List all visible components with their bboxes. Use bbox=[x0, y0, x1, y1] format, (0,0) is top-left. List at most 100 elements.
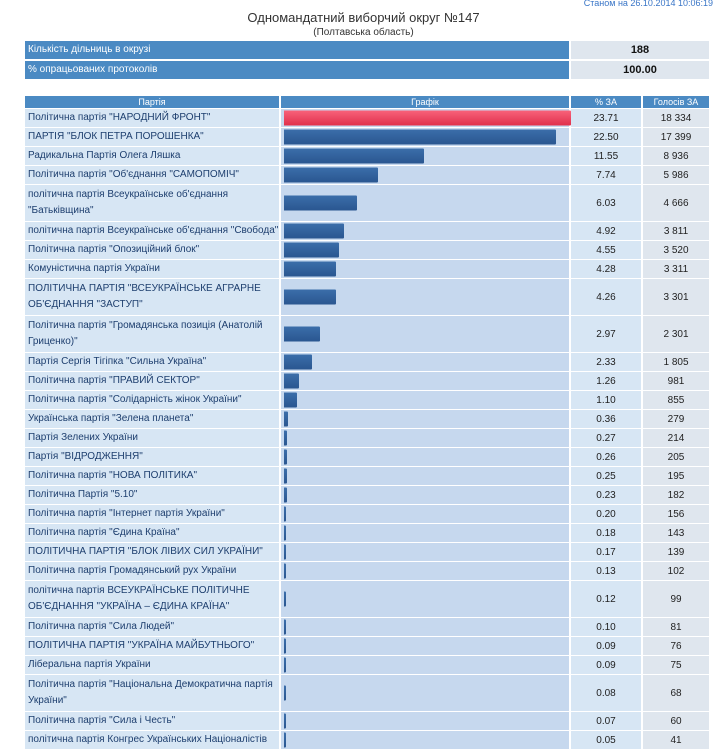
party-name: політична партія ВСЕУКРАЇНСЬКЕ ПОЛІТИЧНЕ… bbox=[25, 581, 279, 617]
percent-value: 0.10 bbox=[569, 618, 641, 636]
percent-value: 0.17 bbox=[569, 543, 641, 561]
party-name: Політична Партія "5.10" bbox=[25, 486, 279, 504]
percent-value: 0.12 bbox=[569, 581, 641, 617]
bar bbox=[284, 110, 571, 126]
percent-value: 0.23 bbox=[569, 486, 641, 504]
stat-stations-label: Кількість дільниць в окрузі bbox=[25, 41, 569, 59]
bar-cell bbox=[279, 637, 569, 655]
votes-value: 18 334 bbox=[641, 109, 709, 127]
table-row: Політична партія "НОВА ПОЛІТИКА" 0.25 195 bbox=[25, 467, 709, 485]
results-header-row: Партія Графік % ЗА Голосів ЗА bbox=[25, 96, 709, 108]
votes-value: 855 bbox=[641, 391, 709, 409]
table-row: політична партія Всеукраїнське об'єднанн… bbox=[25, 185, 709, 221]
stat-protocols-label: % опрацьованих протоколів bbox=[25, 61, 569, 79]
votes-value: 76 bbox=[641, 637, 709, 655]
bar bbox=[284, 563, 286, 579]
bar bbox=[284, 195, 357, 211]
bar-cell bbox=[279, 486, 569, 504]
table-row: Українська партія "Зелена планета" 0.36 27… bbox=[25, 410, 709, 428]
table-row: Радикальна Партія Олега Ляшка 11.55 8 936 bbox=[25, 147, 709, 165]
bar bbox=[284, 506, 287, 522]
party-name: Політична партія "Інтернет партія Україн… bbox=[25, 505, 279, 523]
bar-cell bbox=[279, 353, 569, 371]
bar bbox=[284, 713, 286, 729]
percent-value: 0.09 bbox=[569, 637, 641, 655]
party-name: Українська партія "Зелена планета" bbox=[25, 410, 279, 428]
table-row: Політична партія "Солідарність жінок Укр… bbox=[25, 391, 709, 409]
bar-cell bbox=[279, 372, 569, 390]
votes-value: 2 301 bbox=[641, 316, 709, 352]
votes-value: 3 311 bbox=[641, 260, 709, 278]
bar bbox=[284, 326, 320, 342]
stat-protocols-value: 100.00 bbox=[571, 61, 709, 79]
table-row: Політична партія "Єдина Країна" 0.18 143 bbox=[25, 524, 709, 542]
stat-stations-value: 188 bbox=[571, 41, 709, 59]
percent-value: 0.13 bbox=[569, 562, 641, 580]
bar-cell bbox=[279, 147, 569, 165]
table-row: Політична партія "Інтернет партія Україн… bbox=[25, 505, 709, 523]
table-row: Політична партія Громадянський рух Украї… bbox=[25, 562, 709, 580]
table-row: Комуністична партія України 4.28 3 311 bbox=[25, 260, 709, 278]
bar-cell bbox=[279, 524, 569, 542]
votes-value: 17 399 bbox=[641, 128, 709, 146]
percent-value: 11.55 bbox=[569, 147, 641, 165]
party-name: політична партія Конгрес Українських Нац… bbox=[25, 731, 279, 749]
percent-value: 0.25 bbox=[569, 467, 641, 485]
header-graph: Графік bbox=[279, 96, 569, 108]
votes-value: 3 520 bbox=[641, 241, 709, 259]
party-name: Політична партія "Солідарність жінок Укр… bbox=[25, 391, 279, 409]
bar bbox=[284, 223, 344, 239]
bar bbox=[284, 591, 286, 607]
votes-value: 8 936 bbox=[641, 147, 709, 165]
party-name: Політична партія "НОВА ПОЛІТИКА" bbox=[25, 467, 279, 485]
table-row: Партія Зелених України 0.27 214 bbox=[25, 429, 709, 447]
votes-value: 139 bbox=[641, 543, 709, 561]
bar-cell bbox=[279, 410, 569, 428]
bar-cell bbox=[279, 675, 569, 711]
bar bbox=[284, 261, 336, 277]
votes-value: 4 666 bbox=[641, 185, 709, 221]
bar-cell bbox=[279, 448, 569, 466]
table-row: Політична партія "НАРОДНИЙ ФРОНТ" 23.71 18… bbox=[25, 109, 709, 127]
percent-value: 0.05 bbox=[569, 731, 641, 749]
party-name: ПОЛІТИЧНА ПАРТІЯ "ВСЕУКРАЇНСЬКЕ АГРАРНЕ … bbox=[25, 279, 279, 315]
bar bbox=[284, 289, 336, 305]
party-name: ПОЛІТИЧНА ПАРТІЯ "БЛОК ЛІВИХ СИЛ УКРАЇНИ… bbox=[25, 543, 279, 561]
percent-value: 4.92 bbox=[569, 222, 641, 240]
results-table: Партія Графік % ЗА Голосів ЗА Політична … bbox=[25, 95, 709, 750]
percent-value: 4.55 bbox=[569, 241, 641, 259]
bar bbox=[284, 242, 340, 258]
percent-value: 0.27 bbox=[569, 429, 641, 447]
bar bbox=[284, 525, 287, 541]
table-row: ПОЛІТИЧНА ПАРТІЯ "ВСЕУКРАЇНСЬКЕ АГРАРНЕ … bbox=[25, 279, 709, 315]
party-name: політична партія Всеукраїнське об'єднанн… bbox=[25, 222, 279, 240]
party-name: Політична партія "Об'єднання "САМОПОМІЧ" bbox=[25, 166, 279, 184]
percent-value: 2.33 bbox=[569, 353, 641, 371]
party-name: Політична партія "Сила і Честь" bbox=[25, 712, 279, 730]
party-name: Політична партія "Громадянська позиція (… bbox=[25, 316, 279, 352]
bar bbox=[284, 354, 313, 370]
votes-value: 156 bbox=[641, 505, 709, 523]
votes-value: 68 bbox=[641, 675, 709, 711]
bar-cell bbox=[279, 656, 569, 674]
bar bbox=[284, 468, 288, 484]
table-row: Ліберальна партія України 0.09 75 bbox=[25, 656, 709, 674]
percent-value: 4.28 bbox=[569, 260, 641, 278]
header-party: Партія bbox=[25, 96, 279, 108]
table-row: Політична партія "Опозиційний блок" 4.55 3… bbox=[25, 241, 709, 259]
votes-value: 102 bbox=[641, 562, 709, 580]
percent-value: 0.07 bbox=[569, 712, 641, 730]
party-name: Політична партія "Сила Людей" bbox=[25, 618, 279, 636]
header-votes: Голосів ЗА bbox=[641, 96, 709, 108]
page-subtitle: (Полтавська область) bbox=[313, 27, 414, 38]
votes-value: 214 bbox=[641, 429, 709, 447]
bar bbox=[284, 449, 288, 465]
results-body: Політична партія "НАРОДНИЙ ФРОНТ" 23.71 18… bbox=[25, 109, 709, 749]
table-row: Партія "ВІДРОДЖЕННЯ" 0.26 205 bbox=[25, 448, 709, 466]
party-name: Комуністична партія України bbox=[25, 260, 279, 278]
table-row: Політична Партія "5.10" 0.23 182 bbox=[25, 486, 709, 504]
bar-cell bbox=[279, 185, 569, 221]
stat-protocols: % опрацьованих протоколів 100.00 bbox=[25, 61, 709, 79]
votes-value: 1 805 bbox=[641, 353, 709, 371]
percent-value: 6.03 bbox=[569, 185, 641, 221]
